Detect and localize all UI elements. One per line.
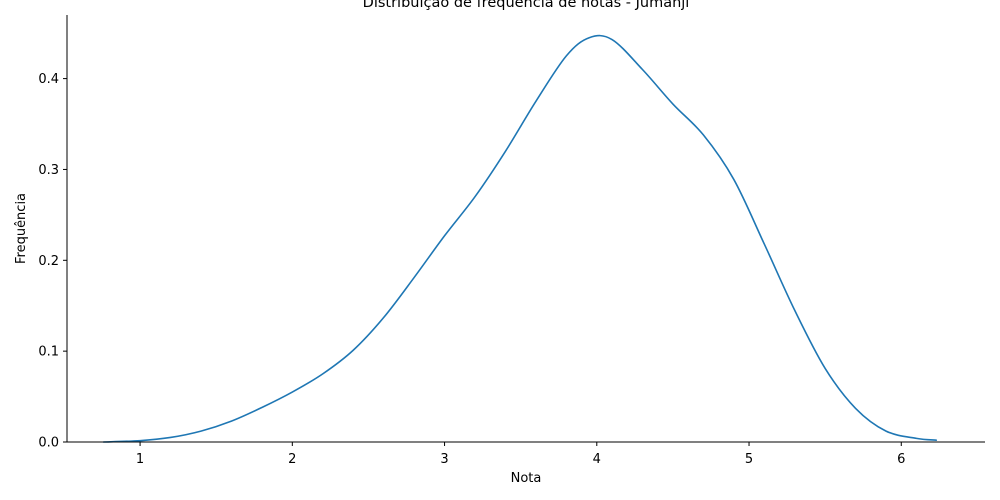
y-tick-label: 0.2 <box>38 254 59 269</box>
y-tick-label: 0.4 <box>38 72 59 87</box>
y-tick-label: 0.1 <box>38 345 59 360</box>
x-tick-label: 5 <box>745 452 753 467</box>
plot-area <box>102 34 938 443</box>
x-tick-label: 4 <box>593 452 601 467</box>
x-tick-label: 2 <box>288 452 296 467</box>
y-tick-label: 0.0 <box>38 436 59 451</box>
y-axis-title: Frequência <box>14 193 29 264</box>
x-tick-label: 6 <box>897 452 905 467</box>
axes <box>66 15 985 443</box>
y-ticks: 0.0 0.1 0.2 0.3 0.4 <box>38 72 67 451</box>
x-axis-title: Nota <box>511 471 542 486</box>
density-curve <box>102 34 938 443</box>
y-tick-label: 0.3 <box>38 163 59 178</box>
chart-title: Distribuição de frequência de notas - Ju… <box>363 0 690 11</box>
x-tick-label: 1 <box>136 452 144 467</box>
x-tick-label: 3 <box>440 452 448 467</box>
x-ticks: 1 2 3 4 5 6 <box>136 442 905 467</box>
